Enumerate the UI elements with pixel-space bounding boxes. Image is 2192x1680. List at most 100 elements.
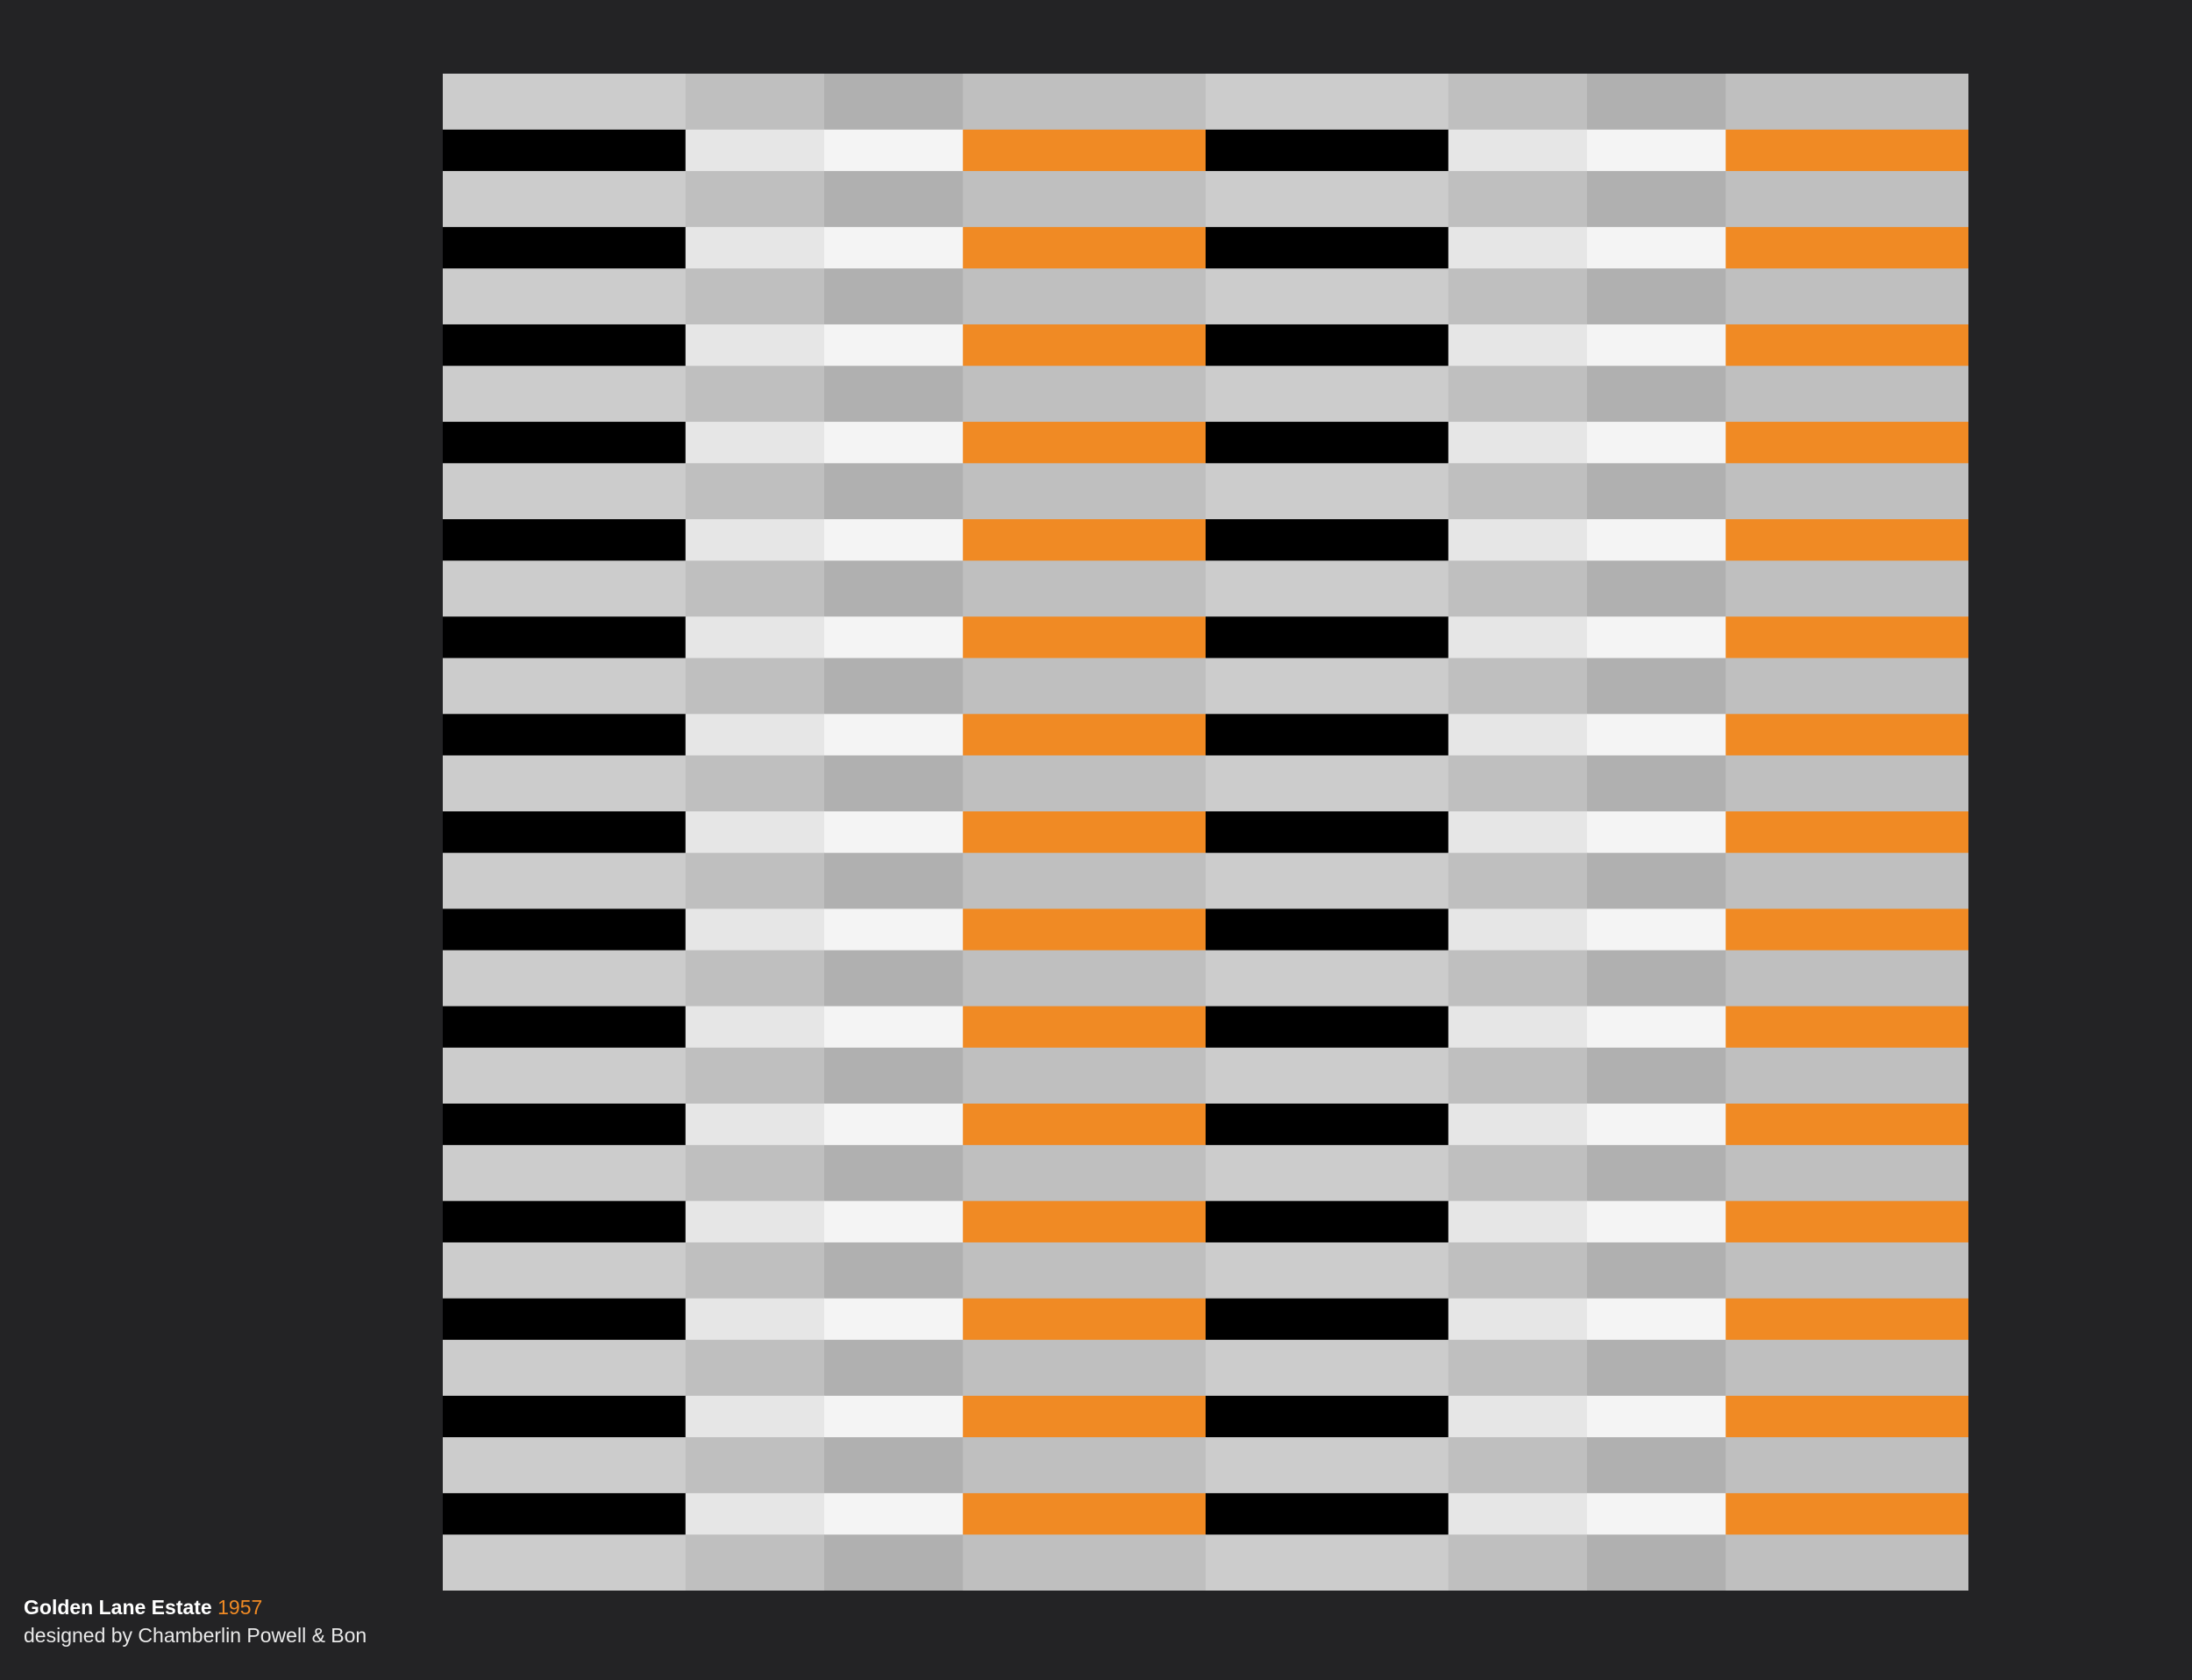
- spandrel-panel: [443, 1340, 687, 1397]
- window-panel: [443, 616, 687, 658]
- spandrel-panel: [1206, 755, 1449, 812]
- window-panel: [824, 519, 964, 561]
- spandrel-panel: [1448, 560, 1588, 617]
- window-panel: [1206, 324, 1449, 367]
- spandrel-panel: [963, 1340, 1206, 1397]
- window-band-row: [443, 1395, 1968, 1438]
- spandrel-panel: [443, 658, 687, 715]
- window-panel: [443, 714, 687, 757]
- spandrel-band-row: [443, 1534, 1968, 1591]
- spandrel-panel: [824, 560, 964, 617]
- spandrel-panel: [443, 1047, 687, 1105]
- spandrel-panel: [1206, 1242, 1449, 1299]
- spandrel-panel: [443, 755, 687, 812]
- spandrel-panel: [443, 171, 687, 228]
- spandrel-panel: [443, 560, 687, 617]
- window-band-row: [443, 324, 1968, 367]
- spandrel-panel: [1206, 950, 1449, 1007]
- spandrel-panel: [963, 366, 1206, 423]
- window-panel: [1726, 1200, 1968, 1243]
- spandrel-panel: [963, 1242, 1206, 1299]
- spandrel-panel: [1726, 755, 1968, 812]
- spandrel-panel: [963, 755, 1206, 812]
- window-panel: [685, 1395, 825, 1438]
- window-panel: [443, 1395, 687, 1438]
- spandrel-panel: [1587, 658, 1726, 715]
- window-panel: [963, 1006, 1206, 1049]
- spandrel-panel: [963, 463, 1206, 520]
- window-panel: [685, 1103, 825, 1146]
- spandrel-panel: [685, 268, 825, 325]
- spandrel-panel: [685, 1047, 825, 1105]
- window-panel: [963, 1200, 1206, 1243]
- spandrel-panel: [963, 852, 1206, 909]
- spandrel-panel: [1448, 1242, 1588, 1299]
- window-panel: [1448, 1395, 1588, 1438]
- spandrel-panel: [1206, 1437, 1449, 1494]
- window-panel: [1448, 1103, 1588, 1146]
- window-panel: [1726, 1006, 1968, 1049]
- spandrel-panel: [824, 366, 964, 423]
- spandrel-panel: [1448, 1437, 1588, 1494]
- spandrel-panel: [1587, 366, 1726, 423]
- window-band-row: [443, 1103, 1968, 1146]
- spandrel-panel: [824, 1047, 964, 1105]
- window-panel: [1726, 1395, 1968, 1438]
- window-panel: [963, 1103, 1206, 1146]
- window-panel: [1448, 616, 1588, 658]
- window-panel: [1726, 714, 1968, 757]
- window-panel: [1726, 226, 1968, 269]
- spandrel-panel: [1726, 74, 1968, 131]
- spandrel-panel: [824, 268, 964, 325]
- spandrel-panel: [824, 1242, 964, 1299]
- window-panel: [1726, 1298, 1968, 1341]
- spandrel-panel: [1448, 171, 1588, 228]
- window-panel: [1587, 908, 1726, 951]
- spandrel-panel: [443, 74, 687, 131]
- spandrel-panel: [443, 1534, 687, 1591]
- spandrel-panel: [824, 755, 964, 812]
- spandrel-panel: [1726, 950, 1968, 1007]
- spandrel-panel: [443, 1242, 687, 1299]
- window-panel: [963, 519, 1206, 561]
- window-band-row: [443, 1200, 1968, 1243]
- spandrel-band-row: [443, 560, 1968, 617]
- window-panel: [1206, 519, 1449, 561]
- window-panel: [443, 908, 687, 951]
- spandrel-panel: [685, 1437, 825, 1494]
- window-panel: [685, 811, 825, 854]
- spandrel-panel: [1448, 950, 1588, 1007]
- caption-title-text: Golden Lane Estate: [24, 1596, 212, 1619]
- window-panel: [685, 714, 825, 757]
- spandrel-panel: [1206, 1534, 1449, 1591]
- spandrel-band-row: [443, 366, 1968, 423]
- window-panel: [1726, 1103, 1968, 1146]
- spandrel-panel: [1206, 1144, 1449, 1202]
- spandrel-panel: [1448, 1144, 1588, 1202]
- spandrel-band-row: [443, 755, 1968, 812]
- spandrel-panel: [1448, 1047, 1588, 1105]
- window-band-row: [443, 1492, 1968, 1535]
- spandrel-panel: [963, 1534, 1206, 1591]
- window-panel: [963, 129, 1206, 172]
- spandrel-band-row: [443, 171, 1968, 228]
- window-panel: [1726, 908, 1968, 951]
- window-panel: [1726, 811, 1968, 854]
- window-panel: [1206, 1395, 1449, 1438]
- spandrel-panel: [1726, 1437, 1968, 1494]
- spandrel-panel: [1448, 658, 1588, 715]
- window-panel: [443, 1298, 687, 1341]
- window-panel: [443, 811, 687, 854]
- spandrel-panel: [1587, 74, 1726, 131]
- window-panel: [443, 519, 687, 561]
- spandrel-panel: [1206, 74, 1449, 131]
- window-panel: [1206, 908, 1449, 951]
- spandrel-panel: [1726, 1242, 1968, 1299]
- window-panel: [1206, 616, 1449, 658]
- spandrel-panel: [1206, 852, 1449, 909]
- facade-pattern-artwork: [443, 74, 1968, 1591]
- window-panel: [1726, 324, 1968, 367]
- spandrel-panel: [1587, 1437, 1726, 1494]
- spandrel-panel: [963, 268, 1206, 325]
- spandrel-panel: [1726, 560, 1968, 617]
